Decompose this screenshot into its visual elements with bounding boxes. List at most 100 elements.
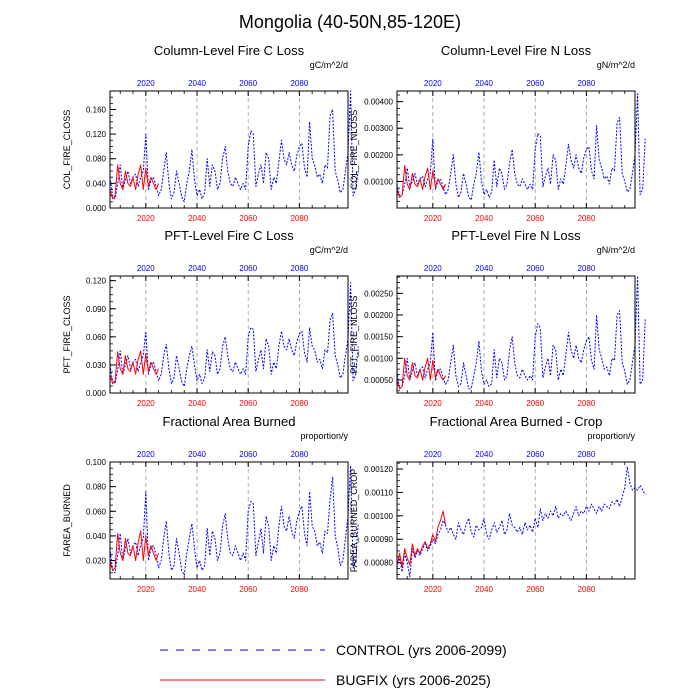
chart-3-ylabel: PFT_FIRE_CLOSS [62, 295, 72, 373]
chart-3-x-tick-label: 2060 [239, 399, 257, 408]
chart-2-title: Column-Level Fire N Loss [441, 43, 592, 58]
chart-3-x-tick-label: 2080 [290, 399, 308, 408]
chart-5-top-tick-label: 2060 [239, 450, 257, 459]
chart-2-series-bugfix [396, 165, 447, 198]
chart-5-y-tick-label: 0.040 [86, 532, 107, 541]
chart-5-top-tick-label: 2040 [188, 450, 206, 459]
chart-5-x-tick-label: 2080 [290, 585, 308, 594]
chart-5-units: proportion/y [300, 431, 348, 441]
chart-5-y-tick-label: 0.060 [86, 507, 107, 516]
chart-5-top-tick-label: 2080 [290, 450, 308, 459]
chart-4-y-tick-label: 0.00150 [364, 333, 393, 342]
chart-panel-3: PFT-Level Fire C Loss gC/m^2/d PFT_FIRE_CL… [62, 228, 359, 408]
chart-3-y-tick-label: 0.060 [86, 333, 107, 342]
legend-control-label: CONTROL (yrs 2006-2099) [336, 642, 507, 658]
chart-2-ylabel: COL_FIRE_NLOSS [349, 110, 359, 190]
chart-2-y-tick-label: 0.00200 [364, 151, 393, 160]
chart-panel-5: Fractional Area Burned proportion/y FAREA_… [62, 414, 359, 594]
chart-4-plot-frame [396, 275, 636, 394]
chart-6-top-tick-label: 2020 [424, 450, 442, 459]
chart-5-ylabel: FAREA_BURNED [62, 484, 72, 557]
chart-5-x-tick-label: 2040 [188, 585, 206, 594]
chart-4-top-tick-label: 2080 [577, 264, 595, 273]
chart-4-x-tick-label: 2020 [424, 399, 442, 408]
chart-3-y-tick-label: 0.120 [86, 277, 107, 286]
chart-3-y-tick-label: 0.090 [86, 305, 107, 314]
chart-4-top-tick-label: 2060 [526, 264, 544, 273]
chart-3-plot-frame [109, 275, 349, 394]
chart-6-plot-frame [396, 461, 636, 580]
chart-3-top-tick-label: 2060 [239, 264, 257, 273]
chart-1-x-tick-label: 2040 [188, 214, 206, 223]
chart-5-y-tick-label: 0.080 [86, 483, 107, 492]
chart-3-title: PFT-Level Fire C Loss [164, 228, 294, 243]
chart-1-y-tick-label: 0.160 [86, 105, 107, 114]
chart-1-x-tick-label: 2080 [290, 214, 308, 223]
chart-5-series-control [109, 465, 359, 576]
chart-panel-1: Column-Level Fire C Loss gC/m^2/d COL_FIRE… [62, 43, 359, 223]
chart-1-title: Column-Level Fire C Loss [154, 43, 305, 58]
chart-2-top-tick-label: 2060 [526, 79, 544, 88]
chart-4-x-tick-label: 2060 [526, 399, 544, 408]
chart-1-x-tick-label: 2020 [137, 214, 155, 223]
chart-3-y-tick-label: 0.000 [86, 389, 107, 398]
chart-4-top-tick-label: 2040 [475, 264, 493, 273]
chart-6-top-tick-label: 2060 [526, 450, 544, 459]
chart-2-x-tick-label: 2060 [526, 214, 544, 223]
chart-6-y-tick-label: 0.00080 [364, 559, 393, 568]
chart-4-units: gN/m^2/d [597, 245, 635, 255]
chart-2-plot-frame [396, 90, 636, 209]
chart-2-x-tick-label: 2080 [577, 214, 595, 223]
chart-5-y-tick-label: 0.020 [86, 557, 107, 566]
chart-3-top-tick-label: 2020 [137, 264, 155, 273]
chart-4-y-tick-label: 0.00200 [364, 311, 393, 320]
chart-panel-6: Fractional Area Burned - Crop proportion/… [349, 414, 646, 594]
chart-1-series-control [109, 90, 359, 203]
chart-1-x-tick-label: 2060 [239, 214, 257, 223]
chart-1-units: gC/m^2/d [310, 60, 348, 70]
chart-2-top-tick-label: 2020 [424, 79, 442, 88]
chart-1-top-tick-label: 2060 [239, 79, 257, 88]
chart-5-y-tick-label: 0.100 [86, 458, 107, 467]
chart-3-series-control [109, 282, 359, 387]
chart-panel-2: Column-Level Fire N Loss gN/m^2/d COL_FIRE… [349, 43, 646, 223]
chart-3-y-tick-label: 0.030 [86, 361, 107, 370]
chart-5-x-tick-label: 2060 [239, 585, 257, 594]
chart-1-y-tick-label: 0.000 [86, 204, 107, 213]
chart-panels: Column-Level Fire C Loss gC/m^2/d COL_FIRE… [62, 43, 646, 594]
chart-5-x-tick-label: 2020 [137, 585, 155, 594]
chart-6-x-tick-label: 2060 [526, 585, 544, 594]
chart-1-series-bugfix [109, 164, 160, 200]
chart-4-series-bugfix [396, 357, 447, 390]
chart-4-x-tick-label: 2080 [577, 399, 595, 408]
chart-2-y-tick-label: 0.00300 [364, 124, 393, 133]
chart-6-y-tick-label: 0.00110 [365, 488, 394, 497]
chart-6-x-tick-label: 2080 [577, 585, 595, 594]
chart-3-series-bugfix [109, 350, 160, 385]
chart-6-x-tick-label: 2040 [475, 585, 493, 594]
chart-4-y-tick-label: 0.00100 [364, 354, 393, 363]
chart-1-ylabel: COL_FIRE_CLOSS [62, 110, 72, 190]
legend-bugfix-label: BUGFIX (yrs 2006-2025) [336, 672, 491, 688]
chart-2-top-tick-label: 2040 [475, 79, 493, 88]
chart-5-plot-frame [109, 461, 349, 580]
figure-title: Mongolia (40-50N,85-120E) [239, 12, 461, 32]
chart-2-y-tick-label: 0.00100 [364, 177, 393, 186]
chart-2-y-tick-label: 0.00400 [364, 98, 393, 107]
chart-3-x-tick-label: 2020 [137, 399, 155, 408]
chart-4-ylabel: PFT_FIRE_NLOSS [349, 295, 359, 373]
chart-panel-4: PFT-Level Fire N Loss gN/m^2/d PFT_FIRE_NL… [349, 228, 646, 408]
chart-1-top-tick-label: 2080 [290, 79, 308, 88]
chart-6-ylabel: FAREA_BURNED_CROP [349, 469, 359, 573]
chart-5-top-tick-label: 2020 [137, 450, 155, 459]
chart-6-series-bugfix [396, 510, 447, 568]
chart-3-units: gC/m^2/d [310, 245, 348, 255]
chart-6-title: Fractional Area Burned - Crop [430, 414, 603, 429]
chart-3-x-tick-label: 2040 [188, 399, 206, 408]
chart-1-top-tick-label: 2020 [137, 79, 155, 88]
chart-1-y-tick-label: 0.040 [86, 179, 107, 188]
chart-2-units: gN/m^2/d [597, 60, 635, 70]
chart-6-x-tick-label: 2020 [424, 585, 442, 594]
chart-2-top-tick-label: 2080 [577, 79, 595, 88]
